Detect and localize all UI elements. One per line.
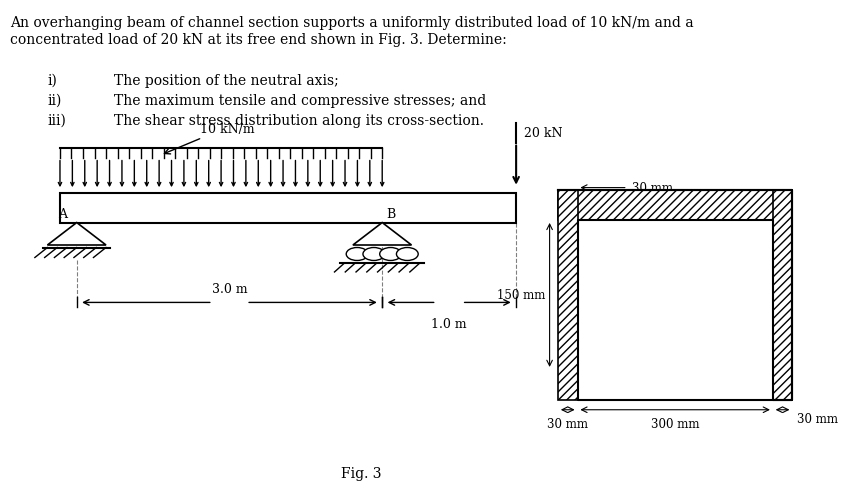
Text: An overhanging beam of channel section supports a uniformly distributed load of : An overhanging beam of channel section s…	[9, 17, 692, 47]
Circle shape	[396, 248, 418, 261]
Bar	[557, 191, 791, 220]
Circle shape	[362, 248, 384, 261]
Text: 3.0 m: 3.0 m	[212, 283, 247, 296]
Circle shape	[379, 248, 401, 261]
Text: 300 mm: 300 mm	[650, 417, 698, 430]
Text: The maximum tensile and compressive stresses; and: The maximum tensile and compressive stre…	[115, 94, 486, 108]
Text: B: B	[386, 207, 395, 220]
Polygon shape	[352, 223, 411, 245]
Text: The position of the neutral axis;: The position of the neutral axis;	[115, 74, 338, 88]
Text: 30 mm: 30 mm	[547, 417, 587, 430]
Bar	[772, 191, 791, 400]
Text: 10 kN/m: 10 kN/m	[200, 123, 254, 136]
Text: i): i)	[47, 74, 57, 88]
Text: ii): ii)	[47, 94, 62, 108]
Circle shape	[346, 248, 368, 261]
Text: Fig. 3: Fig. 3	[341, 466, 381, 479]
Text: A: A	[58, 207, 66, 220]
Text: The shear stress distribution along its cross-section.: The shear stress distribution along its …	[115, 114, 484, 127]
Text: 20 kN: 20 kN	[523, 127, 562, 140]
Polygon shape	[47, 223, 106, 245]
Bar	[60, 193, 516, 223]
Text: 30 mm: 30 mm	[631, 182, 672, 195]
Text: 1.0 m: 1.0 m	[430, 318, 467, 331]
Text: iii): iii)	[47, 114, 66, 127]
Text: 30 mm: 30 mm	[796, 412, 837, 425]
Text: 150 mm: 150 mm	[497, 289, 545, 302]
Bar	[557, 191, 577, 400]
